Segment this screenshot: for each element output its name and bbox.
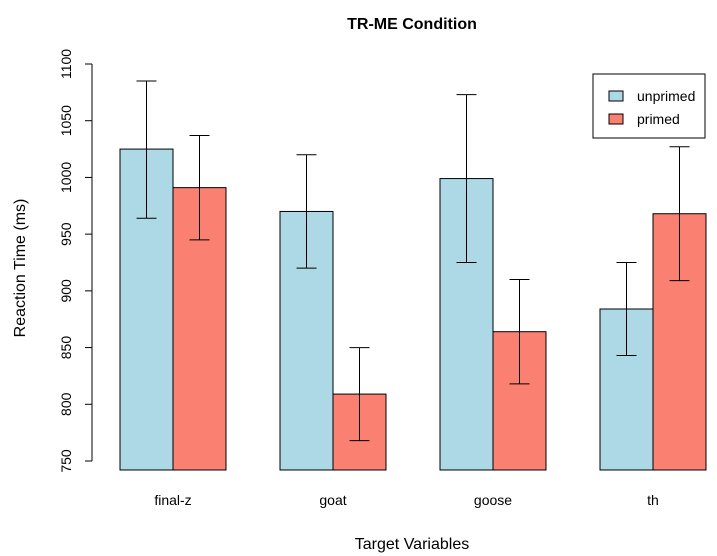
y-tick-label-800: 800 — [58, 392, 74, 416]
error-bars-group — [136, 80, 690, 442]
x-tick-label-final-z: final-z — [154, 492, 191, 508]
error-bar-final-z-unprimed — [136, 80, 157, 219]
y-axis-label: Reaction Time (ms) — [12, 199, 29, 338]
error-bar-goat-primed — [349, 347, 370, 442]
legend-swatch-unprimed — [608, 90, 624, 102]
y-tick-label-1100: 1100 — [58, 49, 74, 79]
x-tick-label-goose: goose — [474, 492, 512, 508]
y-tick-label-850: 850 — [58, 336, 74, 360]
y-tick-label-750: 750 — [58, 449, 74, 473]
error-bar-goose-unprimed — [456, 94, 477, 263]
error-bar-final-z-primed — [189, 134, 210, 241]
legend-swatch-primed — [608, 113, 624, 125]
bars-group — [119, 148, 707, 471]
y-tick-label-950: 950 — [58, 222, 74, 246]
y-tick-label-1000: 1000 — [58, 162, 74, 193]
legend-label-primed: primed — [637, 111, 680, 127]
error-bar-goose-primed — [509, 279, 530, 385]
error-bar-goat-unprimed — [296, 154, 317, 269]
chart-title: TR-ME Condition — [347, 16, 477, 33]
y-axis-ticks: 750 800 850 900 950 1000 1050 1100 — [58, 49, 92, 473]
x-tick-label-goat: goat — [319, 492, 346, 508]
error-bar-th-unprimed — [616, 262, 637, 357]
x-tick-label-th: th — [647, 492, 659, 508]
error-bar-th-primed — [669, 146, 690, 282]
x-axis-tick-labels: final-z goat goose th — [154, 492, 659, 508]
x-axis-label: Target Variables — [355, 536, 469, 553]
legend-box — [592, 73, 706, 139]
y-tick-label-900: 900 — [58, 279, 74, 303]
y-tick-label-1050: 1050 — [58, 105, 74, 136]
legend-label-unprimed: unprimed — [637, 88, 695, 104]
legend: unprimed primed — [592, 73, 706, 139]
